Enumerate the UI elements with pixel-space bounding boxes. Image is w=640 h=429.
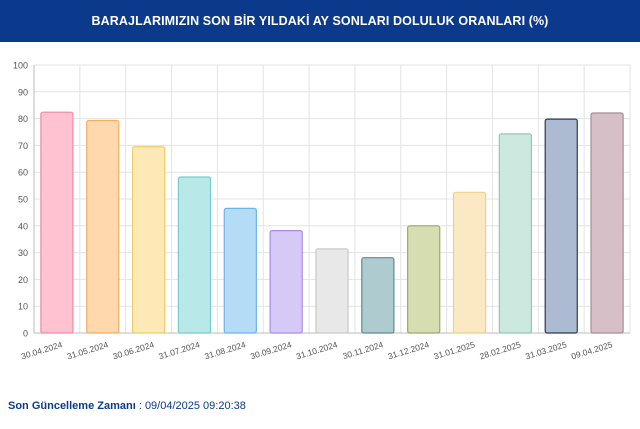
x-tick-label: 30.11.2024 — [341, 339, 384, 361]
y-tick-label: 70 — [18, 141, 28, 151]
y-tick-label: 20 — [18, 275, 28, 285]
bar — [177, 176, 212, 334]
y-tick-label: 50 — [18, 195, 28, 205]
y-tick-label: 40 — [18, 221, 28, 231]
last-update-separator: : — [135, 400, 145, 412]
x-tick-label: 30.06.2024 — [112, 339, 156, 361]
y-tick-label: 90 — [18, 87, 28, 97]
bar — [361, 257, 395, 334]
x-tick-label: 30.04.2024 — [20, 339, 64, 361]
last-update: Son Güncelleme Zamanı : 09/04/2025 09:20… — [8, 400, 246, 412]
bar — [131, 146, 166, 334]
bar — [315, 248, 349, 334]
y-tick-label: 100 — [13, 61, 28, 71]
x-tick-label: 31.10.2024 — [295, 339, 339, 361]
y-tick-label: 10 — [18, 302, 28, 312]
bar — [407, 225, 441, 334]
y-tick-label: 30 — [18, 248, 28, 258]
x-tick-label: 28.02.2025 — [478, 339, 522, 361]
bar — [590, 112, 624, 334]
x-tick-label: 31.01.2025 — [433, 339, 477, 361]
x-tick-label: 31.08.2024 — [203, 339, 247, 361]
bar — [86, 119, 120, 334]
last-update-value: 09/04/2025 09:20:38 — [144, 400, 246, 412]
bar — [269, 230, 303, 334]
x-tick-label: 31.12.2024 — [387, 339, 431, 361]
chart-area: 0 10 20 30 40 50 60 70 80 90 100 30.04.2024 31.05.20… — [0, 50, 640, 380]
y-tick-label: 0 — [23, 329, 28, 339]
x-tick-label: 30.09.2024 — [249, 339, 293, 361]
chart-title: BARAJLARIMIZIN SON BİR YILDAKİ AY SONLAR… — [91, 14, 549, 28]
header-bar: BARAJLARIMIZIN SON BİR YILDAKİ AY SONLAR… — [0, 0, 640, 42]
bar-chart: 0 10 20 30 40 50 60 70 80 90 100 30.04.2024 31.05.20… — [13, 61, 631, 361]
bar — [40, 111, 74, 334]
bar — [498, 133, 533, 334]
y-tick-label: 60 — [18, 168, 28, 178]
bar — [452, 191, 487, 334]
last-update-label: Son Güncelleme Zamanı — [8, 400, 136, 412]
x-tick-label: 31.05.2024 — [66, 339, 110, 361]
x-tick-label: 31.03.2025 — [524, 339, 568, 361]
x-tick-label: 09.04.2025 — [570, 339, 614, 361]
x-tick-label: 31.07.2024 — [157, 339, 201, 361]
bar — [223, 207, 257, 334]
y-tick-label: 80 — [18, 114, 28, 124]
bar — [544, 118, 578, 334]
